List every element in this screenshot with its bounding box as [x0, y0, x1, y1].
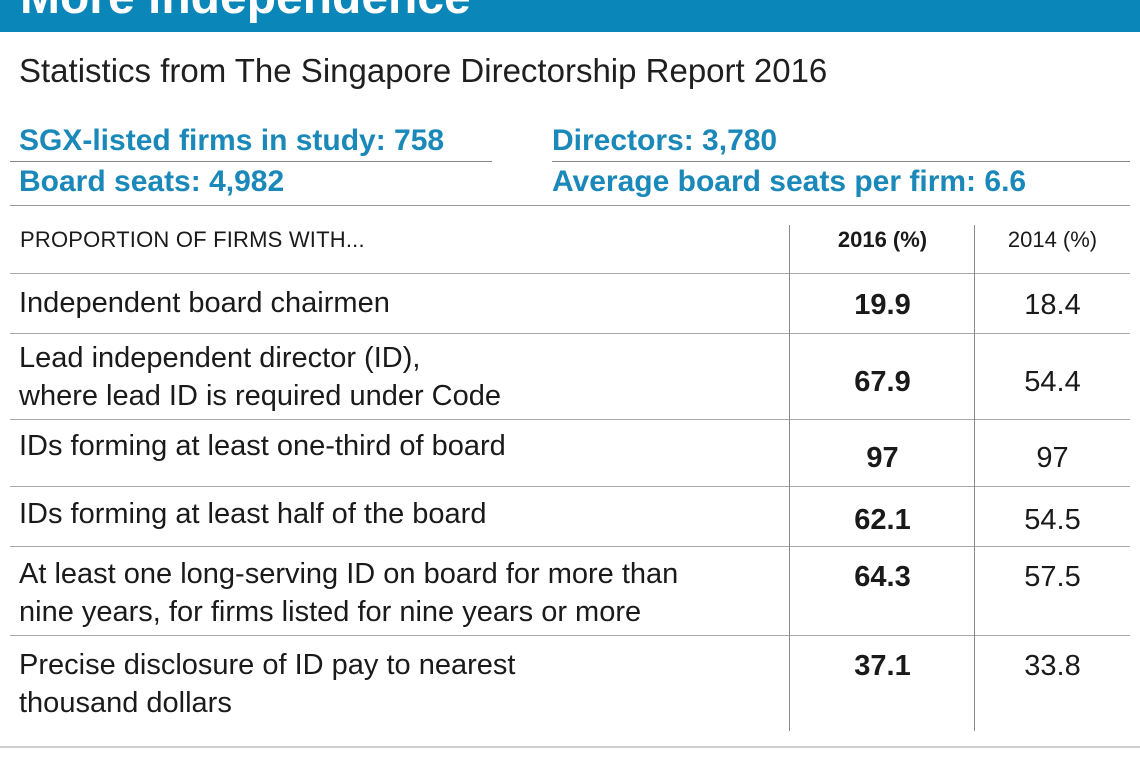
value-2016: 19.9 [854, 289, 911, 321]
value-2016: 37.1 [854, 650, 911, 682]
stat-directors: Directors: 3,780 [552, 124, 778, 157]
stat-average-seats: Average board seats per firm: 6.6 [552, 165, 1027, 198]
row-label-line: thousand dollars [19, 687, 232, 719]
row-label: Lead independent director (ID), where le… [19, 339, 501, 415]
value-2016: 62.1 [854, 504, 911, 536]
column-header-2016: 2016 (%) [837, 227, 928, 252]
table-top-border [10, 205, 1130, 206]
row-label-line: Independent board chairmen [19, 287, 390, 319]
table-row: Independent board chairmen 19.9 18.4 [10, 274, 1130, 334]
page-title: More independence [20, 0, 471, 25]
stat-board-seats: Board seats: 4,982 [19, 165, 285, 198]
row-label-line: IDs forming at least one-third of board [19, 430, 506, 462]
header-banner: More independence [0, 0, 1140, 32]
value-2016: 64.3 [854, 561, 911, 593]
value-2014: 57.5 [1024, 561, 1081, 593]
row-label: Independent board chairmen [19, 284, 390, 322]
row-label-line: Precise disclosure of ID pay to nearest [19, 649, 516, 681]
row-label: IDs forming at least half of the board [19, 495, 486, 533]
table-row: Precise disclosure of ID pay to nearest … [10, 636, 1130, 730]
table-row: At least one long-serving ID on board fo… [10, 547, 1130, 636]
row-label: At least one long-serving ID on board fo… [19, 555, 678, 631]
value-2014: 54.5 [1024, 504, 1081, 536]
row-label: IDs forming at least one-third of board [19, 427, 506, 465]
table-row: Lead independent director (ID), where le… [10, 334, 1130, 420]
table-bottom-border [0, 746, 1140, 748]
value-2014: 54.4 [1024, 366, 1081, 398]
row-label-line: Lead independent director (ID), [19, 342, 421, 374]
column-divider-2016 [789, 225, 790, 731]
row-label-line: At least one long-serving ID on board fo… [19, 558, 679, 590]
value-2014: 97 [1036, 442, 1069, 474]
table-row: IDs forming at least half of the board 6… [10, 487, 1130, 547]
row-label-line: IDs forming at least half of the board [19, 498, 487, 530]
table-header-row: PROPORTION OF FIRMS WITH... 2016 (%) 201… [10, 205, 1130, 274]
row-label: Precise disclosure of ID pay to nearest … [19, 646, 515, 722]
column-divider-2014 [974, 225, 975, 731]
row-label-line: where lead ID is required under Code [19, 380, 501, 412]
column-header-2014: 2014 (%) [1007, 227, 1098, 252]
stats-divider-left [10, 161, 492, 162]
subtitle: Statistics from The Singapore Directorsh… [19, 52, 828, 89]
column-header-label: PROPORTION OF FIRMS WITH... [20, 227, 365, 252]
row-label-line: nine years, for firms listed for nine ye… [19, 596, 642, 628]
value-2016: 67.9 [854, 366, 911, 398]
value-2014: 33.8 [1024, 650, 1081, 682]
value-2016: 97 [866, 442, 899, 474]
stat-listed-firms: SGX-listed firms in study: 758 [19, 124, 445, 157]
value-2014: 18.4 [1024, 289, 1081, 321]
stats-divider-right [552, 161, 1130, 162]
table-row: IDs forming at least one-third of board … [10, 420, 1130, 487]
